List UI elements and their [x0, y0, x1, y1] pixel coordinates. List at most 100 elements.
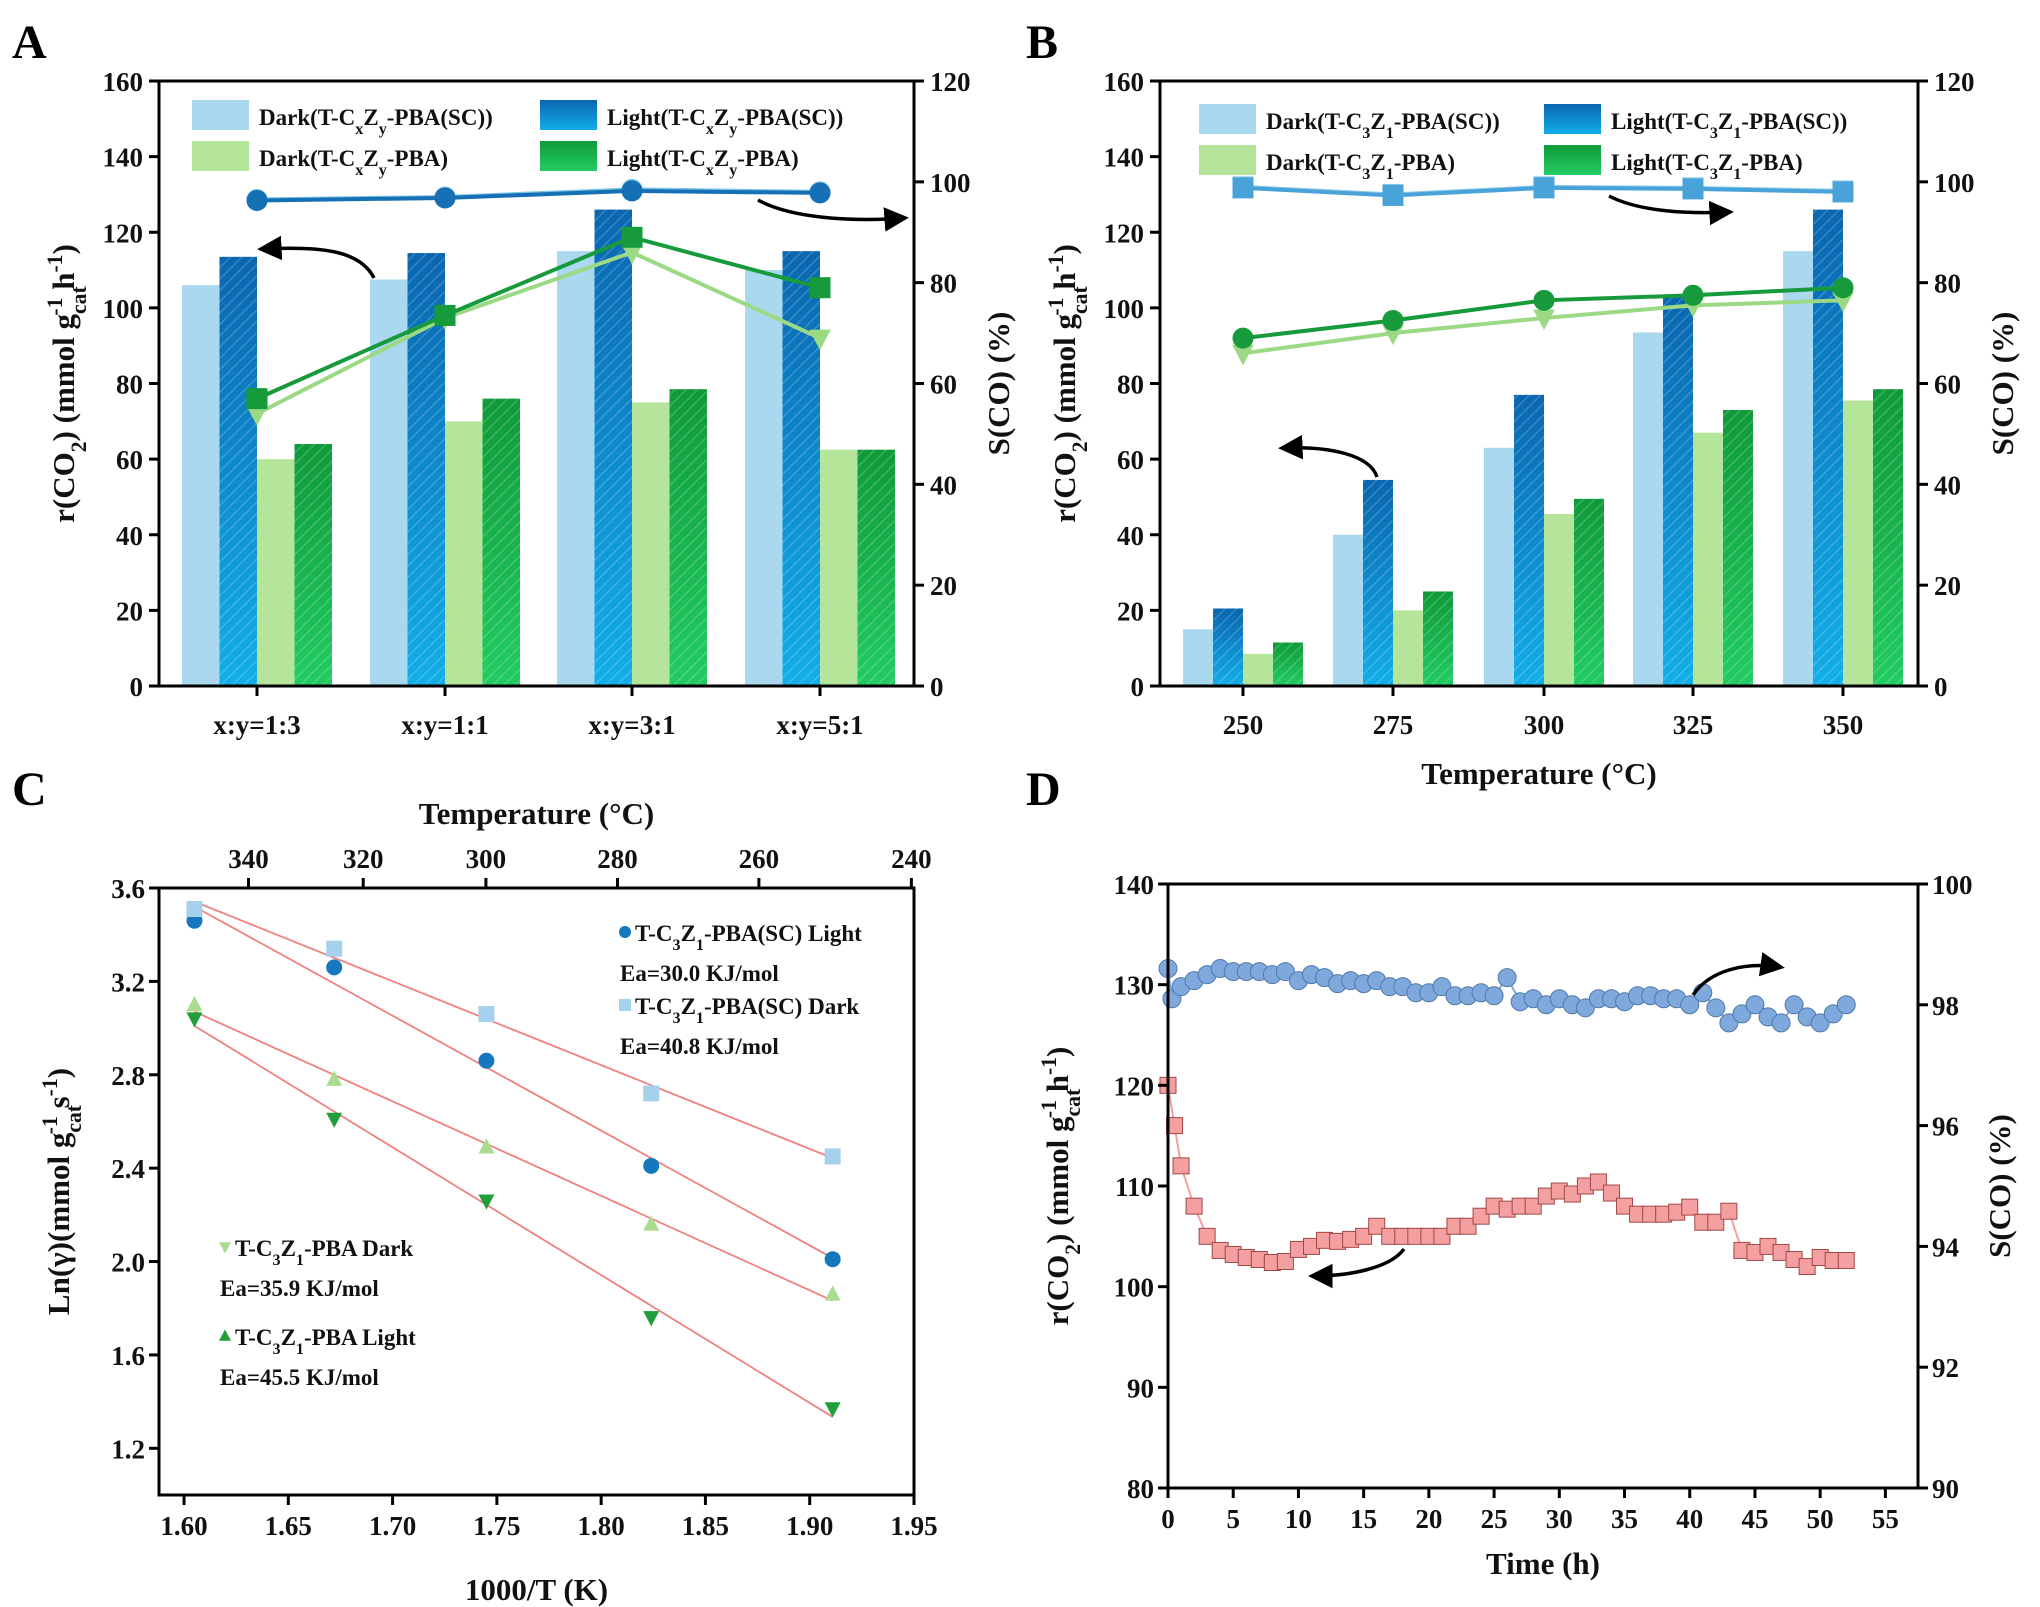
- y2-tick-label: 60: [930, 370, 957, 400]
- rate-point: [1524, 1197, 1542, 1215]
- fit-line: [194, 905, 834, 1259]
- legend-marker: [219, 1242, 231, 1254]
- y-tick-label: 1.2: [111, 1434, 145, 1464]
- annotation-arrow: [757, 198, 909, 232]
- x2-tick-label: 240: [891, 844, 932, 874]
- legend-label: Light(T-C3Z1-PBA(SC)): [1611, 109, 1847, 142]
- x-tick-label: 350: [1823, 710, 1864, 740]
- data-point: [643, 1157, 660, 1174]
- legend-label: Light(T-CxZy-PBA(SC)): [607, 105, 843, 138]
- y-tick-label: 100: [1114, 1273, 1155, 1303]
- selectivity-point: [1719, 1013, 1739, 1033]
- rate-point: [1472, 1207, 1490, 1225]
- selectivity-point: [621, 226, 643, 248]
- y2-tick-label: 0: [1934, 672, 1948, 702]
- x-tick-label: 40: [1676, 1504, 1703, 1534]
- bar: [182, 285, 220, 686]
- bar-hatch: [594, 209, 632, 686]
- legend-label: Dark(T-C3Z1-PBA(SC)): [1266, 109, 1500, 142]
- annotation-arrow: [1278, 434, 1379, 478]
- bar-hatch: [669, 389, 707, 686]
- x-tick-label: 25: [1481, 1504, 1508, 1534]
- x-tick-label: 1.90: [786, 1511, 833, 1541]
- x-tick-label: 1.60: [160, 1511, 207, 1541]
- data-point: [824, 1251, 841, 1268]
- bar-hatch: [857, 449, 895, 686]
- rate-point: [1368, 1217, 1386, 1235]
- y-tick-label: 140: [1104, 143, 1145, 173]
- selectivity-point: [1432, 977, 1452, 997]
- bar: [257, 459, 295, 686]
- rate-point: [1276, 1253, 1294, 1270]
- legend-label: Dark(T-CxZy-PBA): [259, 146, 448, 179]
- selectivity-point: [1810, 1013, 1830, 1033]
- legend-swatch: [1544, 145, 1601, 175]
- data-point: [186, 901, 203, 918]
- bar: [1693, 432, 1723, 686]
- data-point: [478, 1194, 495, 1210]
- selectivity-point: [1575, 998, 1595, 1018]
- y2-axis-label: S(CO) (%): [981, 312, 1016, 456]
- y-tick-label: 80: [1117, 370, 1144, 400]
- legend-label: Light(T-C3Z1-PBA): [1611, 150, 1803, 183]
- rate-point: [1837, 1251, 1855, 1269]
- rate-point: [1185, 1197, 1203, 1215]
- rate-point: [1433, 1227, 1451, 1245]
- x-tick-label: 10: [1285, 1504, 1312, 1534]
- legend-label: T-C3Z1-PBA(SC) Light: [635, 921, 862, 954]
- activation-energy: Ea=30.0 KJ/mol: [620, 961, 779, 986]
- y2-tick-label: 120: [930, 67, 971, 97]
- legend-swatch: [192, 141, 249, 171]
- y2-tick-label: 40: [1934, 470, 1961, 500]
- panel-label: B: [1026, 16, 1058, 69]
- x-tick-label: x:y=5:1: [776, 710, 863, 740]
- data-point: [643, 1085, 660, 1102]
- selectivity-point: [1232, 327, 1254, 349]
- rate-point: [1707, 1213, 1725, 1231]
- bar: [1633, 332, 1663, 686]
- rate-point: [1172, 1157, 1190, 1175]
- x-axis-label: 1000/T (K): [465, 1572, 608, 1607]
- bar-hatch: [1273, 642, 1303, 686]
- rate-point: [1798, 1258, 1816, 1276]
- x-tick-label: 15: [1350, 1504, 1377, 1534]
- y-tick-label: 0: [1131, 672, 1145, 702]
- data-point: [478, 1052, 495, 1069]
- data-point: [824, 1285, 841, 1301]
- legend-swatch: [1199, 104, 1256, 134]
- bar-hatch: [1723, 409, 1753, 686]
- bar: [820, 449, 858, 686]
- selectivity-point: [1745, 995, 1765, 1015]
- data-point: [186, 995, 203, 1012]
- y-tick-label: 160: [103, 67, 144, 97]
- legend-label: T-C3Z1-PBA Light: [235, 1325, 416, 1358]
- selectivity-point: [1680, 995, 1700, 1015]
- bar: [1393, 610, 1423, 686]
- x-tick-label: 50: [1807, 1504, 1834, 1534]
- y2-axis-label: S(CO) (%): [1985, 312, 2020, 456]
- bar-hatch: [1873, 389, 1903, 686]
- y-tick-label: 40: [1117, 521, 1144, 551]
- x-tick-label: 325: [1673, 710, 1714, 740]
- y-tick-label: 140: [103, 143, 144, 173]
- bar-hatch: [1574, 498, 1604, 686]
- bar-hatch: [482, 398, 520, 686]
- annotation-arrow: [1608, 194, 1734, 226]
- y2-tick-label: 20: [930, 571, 957, 601]
- data-point: [643, 1215, 660, 1231]
- y-tick-label: 20: [1117, 596, 1144, 626]
- bar: [1783, 251, 1813, 686]
- y-tick-label: 3.2: [111, 967, 145, 997]
- bar: [1333, 534, 1363, 686]
- selectivity-point: [1484, 986, 1504, 1006]
- selectivity-point: [809, 329, 831, 351]
- y-tick-label: 80: [116, 370, 143, 400]
- y-tick-label: 40: [116, 521, 143, 551]
- y-axis-label: r(CO2) (mmol gcat-1 h-1): [1037, 1047, 1085, 1326]
- data-point: [478, 1138, 495, 1154]
- selectivity-point: [809, 182, 831, 204]
- y-tick-label: 80: [1127, 1474, 1154, 1504]
- x-tick-label: 45: [1741, 1504, 1768, 1534]
- y-tick-label: 2.8: [111, 1061, 145, 1091]
- y-tick-label: 120: [103, 218, 144, 248]
